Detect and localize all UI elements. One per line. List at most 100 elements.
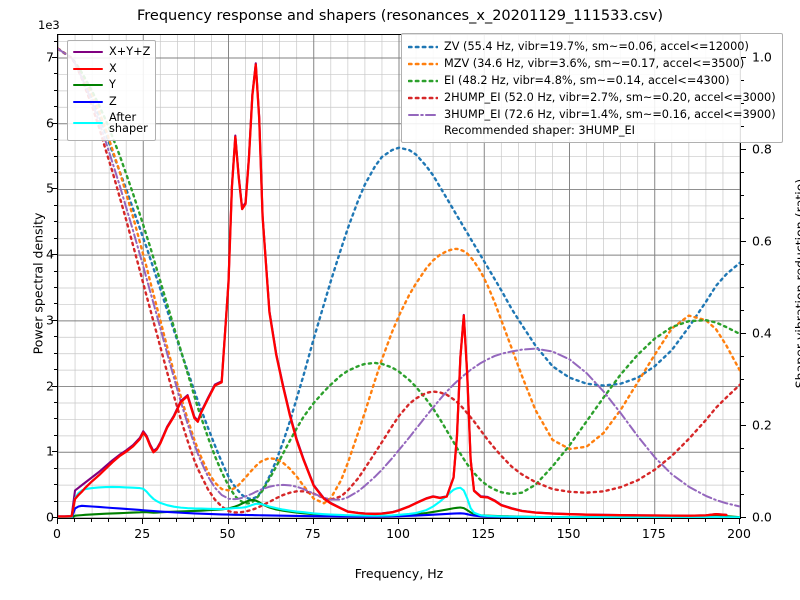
y-tickmark-left-minor <box>54 336 57 338</box>
x-tickmark-minor <box>210 519 212 522</box>
y-tickmark-right <box>741 57 746 58</box>
x-tickmark-minor <box>704 519 706 522</box>
y-tick-left-6: 6 <box>46 115 54 131</box>
legend-signal-item-2[interactable]: Y <box>73 77 150 94</box>
x-tickmark-minor <box>636 519 638 522</box>
legend-swatch-ei-icon <box>408 75 438 87</box>
y-tickmark-right-minor <box>741 80 744 81</box>
y-tickmark-right-minor <box>741 379 744 380</box>
y-tickmark-right-minor <box>741 494 744 495</box>
y-tickmark-left-minor <box>54 434 57 436</box>
legend-shaper-item-4[interactable]: 3HUMP_EI (72.6 Hz, vibr=1.4%, sm~=0.16, … <box>408 107 776 124</box>
x-tick-150: 150 <box>556 526 581 541</box>
x-tickmark-minor <box>346 519 348 522</box>
y-tickmark-left <box>52 451 57 453</box>
y-axis-offset-label: 1e3 <box>38 18 60 32</box>
legend-swatch-2hump_ei-icon <box>408 92 438 104</box>
y-tick-left-4: 4 <box>46 246 54 262</box>
legend-signals[interactable]: X+Y+Z X Y Z After shaper <box>67 40 157 141</box>
y-tick-left-5: 5 <box>46 180 54 196</box>
y-tickmark-left <box>52 188 57 190</box>
legend-swatch-zv-icon <box>408 41 438 53</box>
plot-svg <box>58 35 740 518</box>
legend-signal-item-1[interactable]: X <box>73 61 150 78</box>
x-tickmark-minor <box>74 519 76 522</box>
x-tickmark-minor <box>619 519 621 522</box>
y-tickmark-right <box>741 241 746 242</box>
y-tickmark-right-minor <box>741 471 744 472</box>
y-tickmark-right-minor <box>741 172 744 173</box>
legend-signal-label: Y <box>109 78 116 92</box>
y-tick-right-0.0: 0.0 <box>752 509 772 525</box>
legend-swatch-after-shaper-icon <box>73 117 103 129</box>
x-tickmark-minor <box>500 519 502 522</box>
x-tickmark <box>398 519 399 524</box>
legend-shapers[interactable]: ZV (55.4 Hz, vibr=19.7%, sm~=0.06, accel… <box>401 33 783 143</box>
y-tickmark-right <box>741 149 746 150</box>
y-tick-left-0: 0 <box>46 509 54 525</box>
y-tickmark-left-minor <box>54 467 57 469</box>
x-tickmark <box>227 519 229 524</box>
y-tickmark-right <box>741 425 746 426</box>
legend-shaper-item-2[interactable]: EI (48.2 Hz, vibr=4.8%, sm~=0.14, accel<… <box>408 72 776 89</box>
x-tickmark-minor <box>415 519 417 522</box>
y-tickmark-left <box>52 385 57 387</box>
y-tickmark-right <box>741 517 746 518</box>
y-tickmark-left-minor <box>54 73 57 75</box>
y-tick-left-1: 1 <box>46 443 54 459</box>
y-tickmark-right-minor <box>741 310 744 311</box>
series-2hump-ei <box>58 47 740 514</box>
legend-signal-label: X+Y+Z <box>109 45 151 59</box>
legend-signal-label: After shaper <box>109 110 148 135</box>
legend-shaper-label: 3HUMP_EI (72.6 Hz, vibr=1.4%, sm~=0.16, … <box>444 108 776 122</box>
x-tickmark-minor <box>261 519 263 522</box>
x-tickmark-minor <box>670 519 672 522</box>
legend-recommended-shaper-note: Recommended shaper: 3HUMP_EI <box>444 123 635 137</box>
y-tickmark-left-minor <box>54 500 57 502</box>
x-tickmark-minor <box>108 519 110 522</box>
y-axis-left-label: Power spectral density <box>30 212 46 355</box>
y-axis-right-label: Shaper vibration reduction (ratio) <box>792 178 800 389</box>
y-tick-right-1.0: 1.0 <box>752 49 772 65</box>
x-axis-label: Frequency, Hz <box>354 566 444 581</box>
y-tick-right-0.8: 0.8 <box>752 141 772 157</box>
series-mzv <box>58 47 740 505</box>
x-tickmark-minor <box>466 519 468 522</box>
x-tickmark-minor <box>91 519 93 522</box>
x-tickmark-minor <box>585 519 587 522</box>
x-tickmark-minor <box>244 519 246 522</box>
y-tickmark-left <box>52 517 57 518</box>
legend-shaper-item-0[interactable]: ZV (55.4 Hz, vibr=19.7%, sm~=0.06, accel… <box>408 38 776 55</box>
y-tickmark-left-minor <box>54 270 57 272</box>
legend-shaper-label: 2HUMP_EI (52.0 Hz, vibr=2.7%, sm~=0.20, … <box>444 91 776 105</box>
y-tickmark-left-minor <box>54 40 57 42</box>
x-tickmark <box>739 519 740 524</box>
legend-swatch-3hump_ei-icon <box>408 109 438 121</box>
x-tickmark-minor <box>602 519 604 522</box>
x-tick-50: 50 <box>219 526 236 541</box>
y-tickmark-left <box>52 57 57 58</box>
y-tick-right-0.4: 0.4 <box>752 325 772 341</box>
x-tickmark-minor <box>125 519 127 522</box>
x-tickmark-minor <box>432 519 434 522</box>
y-tickmark-left-minor <box>54 484 57 486</box>
x-tickmark-minor <box>551 519 553 522</box>
y-tickmark-right-minor <box>741 402 744 403</box>
legend-swatch-mzv-icon <box>408 58 438 70</box>
y-tickmark-left-minor <box>54 352 57 354</box>
legend-shaper-item-1[interactable]: MZV (34.6 Hz, vibr=3.6%, sm~=0.17, accel… <box>408 55 776 72</box>
y-tickmark-left <box>52 319 57 321</box>
y-tick-right-0.6: 0.6 <box>752 233 772 249</box>
legend-shaper-item-3[interactable]: 2HUMP_EI (52.0 Hz, vibr=2.7%, sm~=0.20, … <box>408 90 776 107</box>
legend-signal-item-4[interactable]: After shaper <box>73 110 150 136</box>
y-tickmark-left-minor <box>54 106 57 108</box>
legend-shaper-label: ZV (55.4 Hz, vibr=19.7%, sm~=0.06, accel… <box>444 39 749 53</box>
x-tickmark-minor <box>721 519 723 522</box>
legend-signal-item-3[interactable]: Z <box>73 94 150 111</box>
y-tickmark-left-minor <box>54 402 57 403</box>
x-tick-175: 175 <box>641 526 666 541</box>
legend-signal-item-0[interactable]: X+Y+Z <box>73 44 150 61</box>
x-tickmark-minor <box>295 519 297 522</box>
y-tick-left-3: 3 <box>46 312 54 328</box>
